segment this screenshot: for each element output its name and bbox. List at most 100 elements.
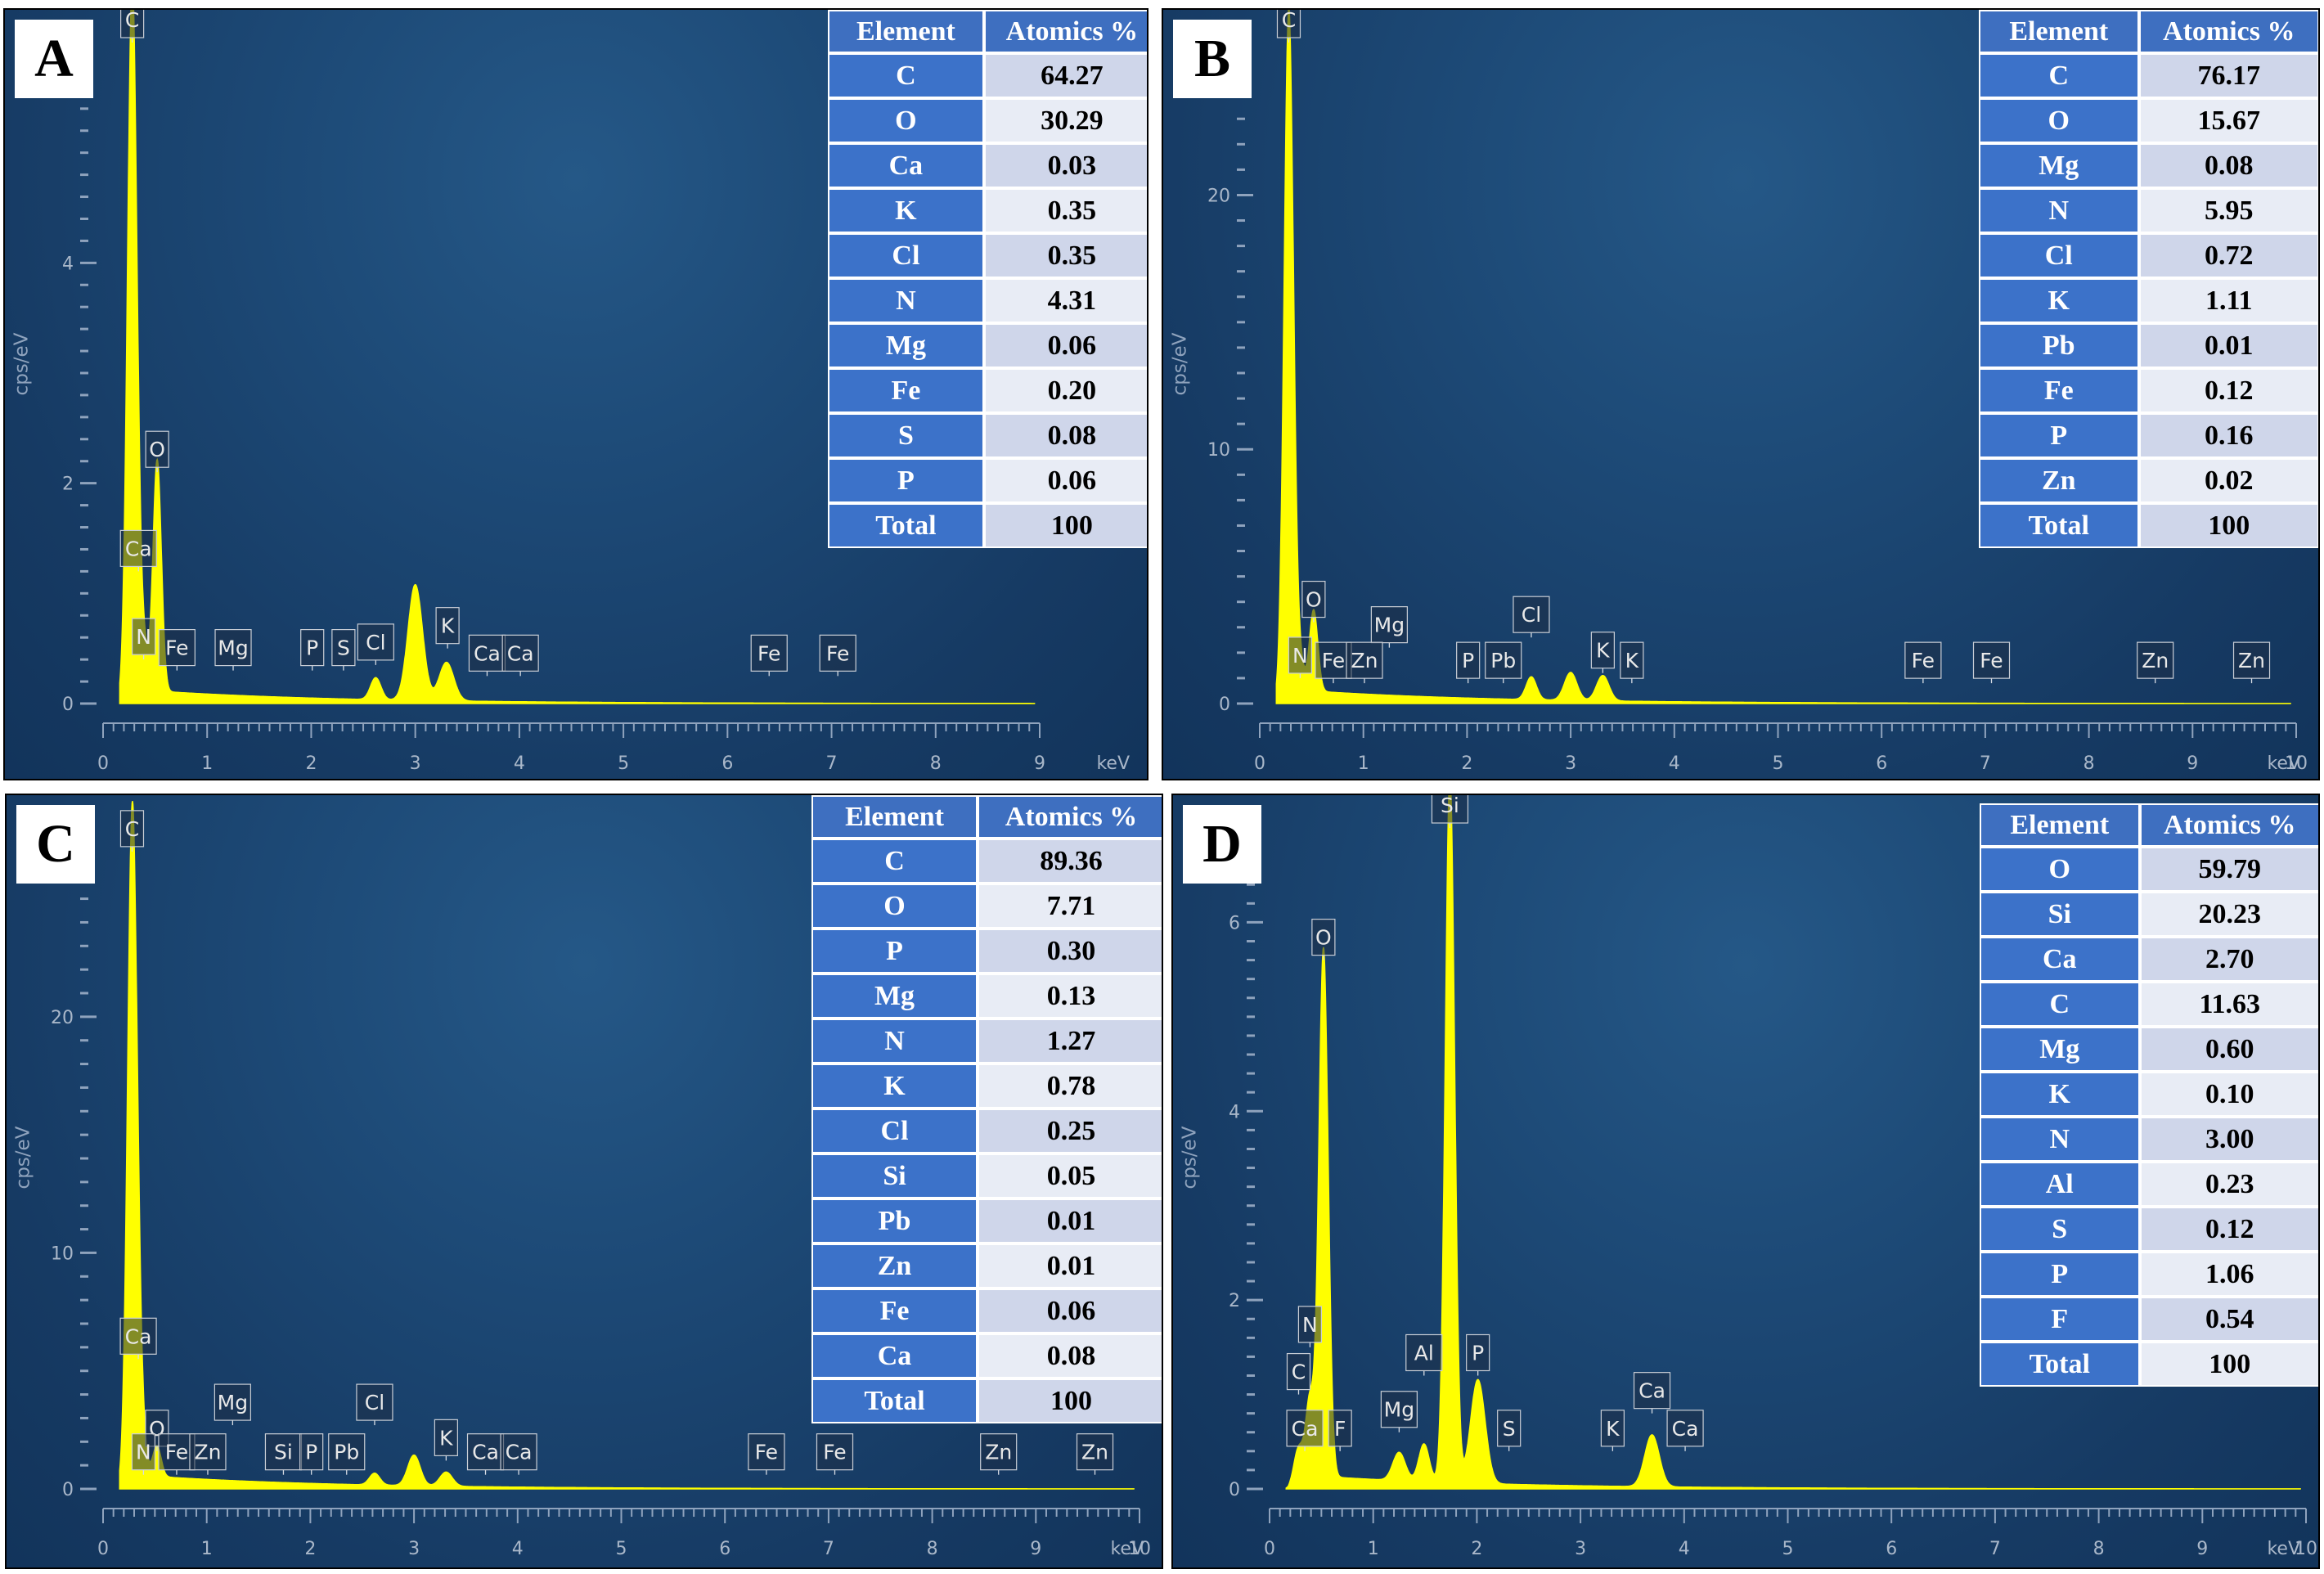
peak-marker-box xyxy=(1620,641,1644,679)
peak-marker-label: Mg xyxy=(1374,614,1405,637)
peak-marker-box xyxy=(466,1433,505,1471)
y-tick-label: 10 xyxy=(51,1243,74,1264)
table-row: N 5.95 xyxy=(1979,188,2318,233)
peak-marker-box xyxy=(158,628,196,667)
peak-marker-box xyxy=(748,1433,785,1471)
table-row: P 0.30 xyxy=(811,929,1162,974)
x-tick-label: 10 xyxy=(1128,1539,1151,1559)
x-tick-label: 6 xyxy=(1886,1539,1897,1559)
y-axis-title-d: cps/eV xyxy=(1179,1126,1201,1189)
atomic-percent-cell: 0.02 xyxy=(2138,458,2318,503)
x-tick-label: 3 xyxy=(408,1539,420,1559)
peak-marker-box xyxy=(1666,1410,1704,1447)
x-tick-label: 1 xyxy=(1358,753,1369,774)
element-cell: Mg xyxy=(1980,1027,2140,1072)
table-header-row: Element Atomics % xyxy=(1979,10,2318,53)
peak-marker-label: N xyxy=(136,1441,151,1464)
x-tick-label: 2 xyxy=(1461,753,1472,774)
table-row: Zn 0.01 xyxy=(811,1243,1162,1288)
element-cell: Cl xyxy=(828,233,984,278)
y-tick-label: 4 xyxy=(62,254,74,274)
x-tick-label: 8 xyxy=(2093,1539,2105,1559)
table-row: C 76.17 xyxy=(1979,53,2318,98)
peak-marker-label: P xyxy=(1472,1341,1484,1365)
table-row: Cl 0.72 xyxy=(1979,233,2318,278)
peak-marker-label: K xyxy=(1625,649,1639,672)
peak-marker-label: Zn xyxy=(1351,649,1378,672)
peak-marker-label: K xyxy=(439,1426,453,1450)
peak-marker-box xyxy=(357,623,394,661)
y-tick-label: 0 xyxy=(1229,1480,1240,1500)
peak-marker-box xyxy=(1297,1306,1323,1343)
table-row: S 0.08 xyxy=(828,413,1147,458)
element-cell: Ca xyxy=(1980,937,2140,982)
atomic-percent-cell: 64.27 xyxy=(983,53,1147,98)
peak-marker-label: P xyxy=(1462,649,1474,672)
panel-a: C O Ca N Fe Mg P S Cl K Ca Ca Fe Fe 0 1 2 3 4 5 6 7 8 9 keV 0 2 4 A… xyxy=(3,8,1149,780)
peak-marker-box xyxy=(1513,596,1550,633)
element-cell: K xyxy=(1980,1072,2140,1117)
table-header-cell: Atomics % xyxy=(2138,10,2318,53)
x-tick-label: 9 xyxy=(2187,753,2198,774)
peak-marker-box xyxy=(1497,1410,1522,1447)
atomic-percent-cell: 0.16 xyxy=(2138,413,2318,458)
element-cell: C xyxy=(828,53,984,98)
atomic-percent-cell: 0.01 xyxy=(2138,323,2318,368)
x-tick-label: 9 xyxy=(2196,1539,2208,1559)
element-cell: Cl xyxy=(1979,233,2139,278)
composition-table-d: Element Atomics % O 59.79 Si 20.23 Ca 2.70 C 11.6… xyxy=(1980,803,2318,1387)
table-row: Si 20.23 xyxy=(1980,892,2318,937)
table-row: O 59.79 xyxy=(1980,847,2318,892)
peak-marker-label: N xyxy=(1302,1313,1318,1337)
table-row: Zn 0.02 xyxy=(1979,458,2318,503)
atomic-percent-cell: 0.08 xyxy=(983,413,1147,458)
atomic-percent-cell: 59.79 xyxy=(2139,847,2318,892)
peak-marker-label: Cl xyxy=(366,631,385,654)
spectrum-area xyxy=(1285,795,2301,1490)
x-tick-label: 3 xyxy=(410,753,421,774)
table-row: C 89.36 xyxy=(811,839,1162,884)
table-row: Si 0.05 xyxy=(811,1154,1162,1198)
peak-marker-box xyxy=(1466,1333,1490,1372)
peak-marker-box xyxy=(501,634,539,672)
peak-marker-box xyxy=(214,628,252,667)
element-cell: Fe xyxy=(828,368,984,413)
x-tick-label: 0 xyxy=(1264,1539,1275,1559)
y-axis-title-c: cps/eV xyxy=(12,1126,34,1189)
peak-marker-label: Cl xyxy=(1522,603,1541,627)
atomic-percent-cell: 0.25 xyxy=(978,1109,1162,1154)
element-cell: Pb xyxy=(811,1198,978,1243)
peak-marker-box xyxy=(1076,1433,1114,1471)
peak-marker-box xyxy=(468,634,506,672)
element-cell: S xyxy=(1980,1207,2140,1252)
element-cell: Total xyxy=(1979,503,2139,548)
element-cell: F xyxy=(1980,1297,2140,1342)
peak-marker-label: Fe xyxy=(823,1441,846,1464)
atomic-percent-cell: 1.27 xyxy=(978,1019,1162,1064)
peak-marker-box xyxy=(119,529,157,568)
x-axis-unit: keV xyxy=(1110,1539,1144,1559)
element-cell: Ca xyxy=(811,1333,978,1378)
panel-d: Si O N C Ca F Mg Al P S K Ca Ca 0 1 2 3 4 5 6 7 8 9 10 keV 0 2 4 6 D… xyxy=(1171,794,2320,1569)
element-cell: P xyxy=(1979,413,2139,458)
peak-marker-box xyxy=(1311,919,1336,956)
table-row: C 64.27 xyxy=(828,53,1147,98)
table-header-cell: Atomics % xyxy=(978,795,1162,839)
y-tick-label: 6 xyxy=(1229,913,1240,933)
peak-marker-label: Mg xyxy=(1384,1398,1414,1422)
peak-marker-label: Ca xyxy=(1638,1379,1665,1403)
peak-marker-label: Ca xyxy=(125,537,152,560)
peak-marker-box xyxy=(1904,641,1942,679)
y-tick-label: 0 xyxy=(62,695,74,715)
peak-marker-box xyxy=(300,628,325,667)
peak-marker-label: Fe xyxy=(755,1441,778,1464)
x-tick-label: 2 xyxy=(305,753,317,774)
peak-marker-box xyxy=(214,1383,251,1421)
peak-marker-box xyxy=(1370,606,1408,644)
element-cell: Fe xyxy=(1979,368,2139,413)
table-row: Cl 0.35 xyxy=(828,233,1147,278)
peak-marker-label: N xyxy=(136,625,151,649)
peak-marker-box xyxy=(2137,641,2174,679)
x-tick-label: 0 xyxy=(97,753,109,774)
